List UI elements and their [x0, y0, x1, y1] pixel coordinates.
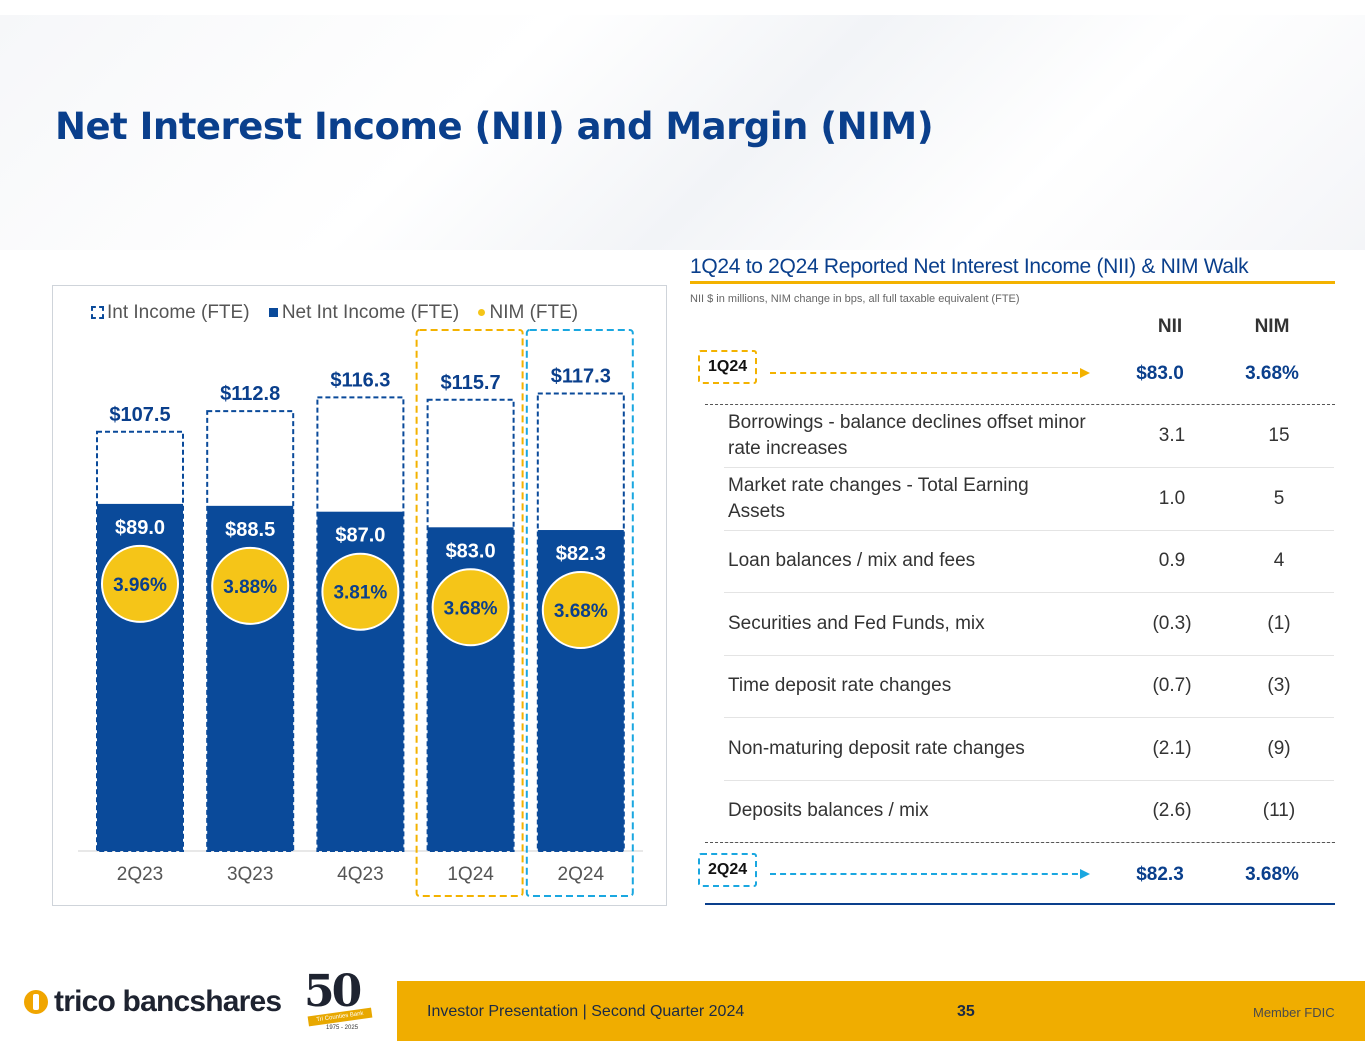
start-nim-value: 3.68%: [1245, 363, 1299, 384]
nim-marker: [431, 568, 510, 647]
anniversary-badge: 50 Tri Counties Bank 1975 - 2025: [300, 966, 380, 1038]
label-net-int-income: $87.0: [335, 525, 385, 547]
member-fdic: Member FDIC: [1253, 1005, 1335, 1020]
walk-row-nii: 1.0: [1158, 487, 1186, 509]
legend-nim-swatch: [478, 309, 486, 317]
walk-row-nii: (0.7): [1152, 675, 1192, 696]
walk-row: Securities and Fed Funds, mix (0.3) (1): [724, 593, 1334, 656]
x-tick-label: 1Q24: [447, 864, 494, 885]
column-header-nii: NII: [1157, 316, 1183, 337]
highlight-box-2q24: [525, 329, 634, 897]
walk-row-label: Deposits balances / mix: [728, 800, 929, 822]
end-nii-value: $82.3: [1136, 864, 1184, 885]
badge-years: 1975 - 2025: [326, 1025, 359, 1031]
walk-row-label: Market rate changes - Total Earning Asse…: [728, 474, 1029, 522]
walk-title-rule: [690, 281, 1335, 284]
label-nim: 3.96%: [113, 575, 167, 596]
start-arrow: [770, 368, 1090, 378]
label-net-int-income: $89.0: [115, 517, 165, 539]
walk-title: 1Q24 to 2Q24 Reported Net Interest Incom…: [690, 255, 1249, 278]
label-nim: 3.88%: [223, 577, 277, 598]
walk-row: Time deposit rate changes (0.7) (3): [724, 655, 1334, 718]
walk-row: Market rate changes - Total Earning Asse…: [724, 468, 1334, 531]
legend-int-income: Int Income (FTE): [107, 302, 250, 323]
label-int-income: $116.3: [330, 369, 390, 391]
walk-row-nii: 3.1: [1158, 425, 1186, 446]
footer-bar: [397, 981, 1365, 1041]
walk-row-nim: (3): [1267, 675, 1291, 696]
start-period-tag: 1Q24: [698, 350, 758, 384]
label-int-income: $112.8: [220, 383, 280, 405]
label-int-income: $117.3: [551, 366, 611, 388]
end-arrow: [770, 869, 1090, 879]
legend-int-income-swatch: [91, 306, 104, 320]
end-period-tag: 2Q24: [698, 853, 758, 887]
bar-chart: $107.5 $89.0 3.96% 2Q23 $112.8 $88.5 3.88% 3Q23…: [78, 329, 643, 897]
x-tick-label: 4Q23: [337, 864, 383, 885]
nim-marker: [101, 544, 179, 623]
table-bottom-rule: [705, 903, 1335, 905]
logo-text: trico bancshares: [54, 985, 282, 1018]
walk-row-nii: (2.6): [1152, 800, 1192, 821]
walk-row: Borrowings - balance declines offset min…: [724, 405, 1334, 468]
label-net-int-income: $88.5: [225, 519, 275, 541]
walk-row-nii: 0.9: [1158, 550, 1186, 571]
nim-marker: [321, 552, 400, 631]
label-int-income: $107.5: [109, 404, 170, 426]
walk-row: Non-maturing deposit rate changes (2.1) (9…: [724, 718, 1334, 781]
walk-note: NII $ in millions, NIM change in bps, al…: [690, 293, 1020, 305]
header-background: [0, 15, 1365, 250]
walk-row-nim: 4: [1273, 550, 1285, 571]
page-title: Net Interest Income (NII) and Margin (NI…: [55, 105, 934, 148]
nim-marker: [211, 546, 290, 625]
label-net-int-income: $82.3: [556, 543, 606, 565]
page-number: 35: [957, 1003, 975, 1020]
logo-mark-icon: [24, 990, 48, 1014]
walk-row-nim: 15: [1268, 425, 1290, 446]
highlight-box-1q24: [415, 329, 524, 897]
walk-row: Loan balances / mix and fees 0.9 4: [724, 530, 1334, 593]
walk-row-label: Loan balances / mix and fees: [728, 550, 976, 572]
end-nim-value: 3.68%: [1245, 864, 1299, 885]
end-divider: [705, 842, 1335, 843]
walk-row-nim: (9): [1267, 737, 1291, 759]
legend-nim: NIM (FTE): [489, 302, 579, 323]
walk-row-nim: 5: [1273, 487, 1285, 509]
walk-row: Deposits balances / mix (2.6) (11): [724, 780, 1334, 843]
column-header-nim: NIM: [1254, 316, 1290, 337]
badge-number: 50: [304, 966, 362, 1017]
label-nim: 3.68%: [554, 601, 608, 622]
walk-row-nim: (11): [1262, 800, 1296, 821]
walk-row-nim: (1): [1267, 612, 1291, 634]
label-nim: 3.68%: [444, 598, 498, 619]
walk-row-label: Securities and Fed Funds, mix: [728, 612, 985, 634]
nim-marker: [541, 571, 620, 650]
label-nim: 3.81%: [333, 583, 387, 604]
footer-text: Investor Presentation | Second Quarter 2…: [427, 1003, 745, 1020]
nii-chart-panel: Int Income (FTE) Net Int Income (FTE) NI…: [52, 285, 667, 906]
walk-row-nii: (0.3): [1152, 612, 1192, 634]
label-net-int-income: $83.0: [446, 540, 496, 562]
walk-row-nii: (2.1): [1152, 737, 1192, 759]
walk-row-label: Time deposit rate changes: [728, 675, 952, 697]
start-divider: [705, 404, 1335, 405]
x-tick-label: 3Q23: [227, 864, 273, 885]
start-nii-value: $83.0: [1136, 363, 1184, 384]
chart-legend: Int Income (FTE) Net Int Income (FTE) NI…: [91, 302, 578, 324]
x-tick-label: 2Q23: [117, 864, 163, 885]
x-tick-label: 2Q24: [558, 864, 605, 885]
label-int-income: $115.7: [441, 372, 501, 394]
company-logo: trico bancshares: [24, 985, 282, 1019]
legend-net-int-income-swatch: [268, 308, 278, 318]
legend-net-int-income: Net Int Income (FTE): [281, 302, 460, 323]
walk-row-label: Borrowings - balance declines offset min…: [728, 412, 1086, 459]
walk-row-label: Non-maturing deposit rate changes: [728, 737, 1025, 759]
